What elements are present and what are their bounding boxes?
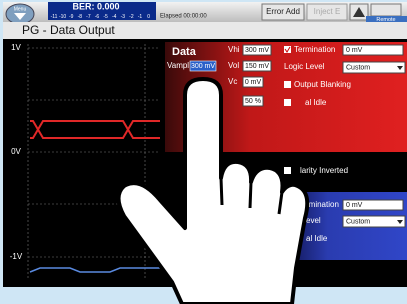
- setting-value: 0 mV: [346, 202, 363, 209]
- field-label: Vol: [228, 61, 239, 70]
- scope-label: -1V: [10, 252, 23, 261]
- menu-label: Menu: [14, 6, 27, 12]
- screen: Menu BER: 0.000 -11-10-9-8-7-6-5-4-3-2-1…: [0, 0, 407, 304]
- field-value: 0 mV: [245, 79, 262, 86]
- scale-label: -10: [59, 14, 66, 20]
- scale-label: 0: [147, 14, 150, 20]
- field-label: Vhi: [228, 45, 240, 54]
- setting-value: Custom: [346, 218, 370, 225]
- scope-label: 1V: [11, 43, 21, 52]
- scale-label: -11: [51, 14, 58, 20]
- error-add-label: Error Add: [266, 7, 300, 16]
- scope-label: 0V: [11, 147, 21, 156]
- blanking-checkbox[interactable]: [284, 81, 291, 88]
- title: PG - Data Output: [22, 23, 115, 37]
- scale-label: -3: [121, 14, 126, 20]
- field-value: 50 %: [245, 98, 261, 105]
- field-label: Vampl: [167, 61, 189, 70]
- scale-label: -4: [112, 14, 117, 20]
- field-value: 300 mV: [245, 47, 269, 54]
- setting-label: Output Blanking: [294, 80, 351, 89]
- setting-value: Custom: [346, 64, 370, 71]
- field-label: Vc: [228, 77, 237, 86]
- setting-label: al Idle: [306, 234, 328, 243]
- field-value: 300 mV: [191, 63, 215, 70]
- scale-label: -2: [129, 14, 134, 20]
- idle-checkbox[interactable]: [284, 99, 291, 106]
- elapsed: Elapsed 00:00:00: [160, 14, 207, 20]
- setting-label: al Idle: [305, 98, 327, 107]
- setting-label: larity Inverted: [300, 166, 348, 175]
- setting-value: 0 mV: [346, 47, 363, 54]
- help-button[interactable]: [371, 4, 401, 16]
- scale-label: -1: [138, 14, 143, 20]
- scale-label: -6: [95, 14, 100, 20]
- setting-label: Logic Level: [284, 62, 325, 71]
- field-value: 150 mV: [245, 63, 269, 70]
- ber-value: BER: 0.000: [72, 1, 119, 11]
- inject-label: Inject E: [314, 7, 341, 16]
- polarity-checkbox[interactable]: [284, 167, 291, 174]
- panel-heading: Data: [172, 46, 197, 58]
- scale-label: -7: [86, 14, 91, 20]
- scale-label: -5: [103, 14, 108, 20]
- setting-label: evel: [306, 216, 321, 225]
- scale-label: -9: [69, 14, 74, 20]
- setting-label: Termination: [294, 45, 335, 54]
- setting-label: rmination: [306, 200, 339, 209]
- scale-label: -8: [78, 14, 83, 20]
